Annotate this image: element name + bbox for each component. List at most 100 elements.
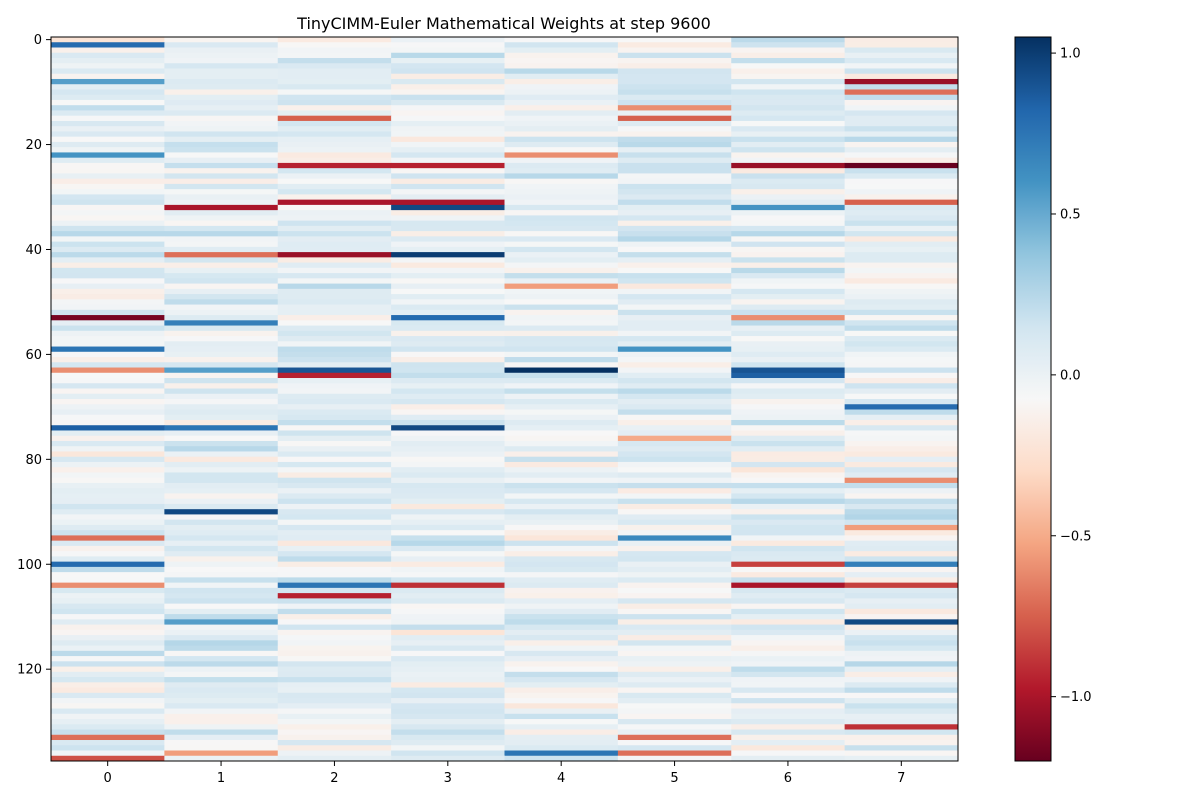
heatmap-cell: [391, 362, 505, 368]
heatmap-cell: [391, 47, 505, 54]
heatmap-cell: [504, 440, 619, 447]
heatmap-cell: [617, 719, 732, 725]
heatmap-cell: [277, 194, 392, 201]
heatmap-cell: [844, 57, 959, 64]
heatmap-cell: [617, 419, 732, 426]
heatmap-cell: [504, 168, 619, 174]
heatmap-cell: [164, 299, 279, 305]
heatmap-cell: [844, 136, 959, 143]
heatmap-cell: [844, 430, 959, 437]
heatmap-cell: [504, 435, 619, 442]
heatmap-cell: [844, 629, 959, 636]
heatmap-cell: [391, 477, 505, 484]
heatmap-cell: [277, 141, 392, 148]
heatmap-cell: [164, 629, 279, 636]
heatmap-cell: [164, 692, 279, 699]
heatmap-cell: [617, 162, 732, 169]
heatmap-cell: [617, 136, 732, 143]
heatmap-cell: [164, 131, 279, 138]
heatmap-cell: [51, 514, 165, 521]
heatmap-cell: [164, 551, 279, 557]
heatmap-cell: [51, 267, 165, 274]
heatmap-cell: [731, 540, 846, 547]
heatmap-cell: [504, 236, 619, 243]
heatmap-cell: [277, 136, 392, 143]
heatmap-cell: [504, 530, 619, 536]
heatmap-cell: [504, 267, 619, 274]
heatmap-cell: [164, 304, 279, 311]
heatmap-cell: [504, 346, 619, 353]
heatmap-cell: [391, 378, 505, 384]
heatmap-cell: [277, 451, 392, 458]
heatmap-cell: [391, 677, 505, 683]
heatmap-cell: [51, 220, 165, 227]
heatmap-cell: [617, 734, 732, 741]
heatmap-cell: [277, 482, 392, 489]
heatmap-cell: [844, 414, 959, 421]
heatmap-cell: [277, 745, 392, 751]
heatmap-cell: [277, 677, 392, 683]
heatmap-cell: [504, 414, 619, 421]
heatmap-cell: [51, 309, 165, 316]
heatmap-cell: [504, 467, 619, 473]
heatmap-cell: [391, 666, 505, 673]
heatmap-cell: [391, 440, 505, 447]
heatmap-cell: [164, 73, 279, 80]
heatmap-cell: [731, 183, 846, 190]
heatmap-cell: [504, 294, 619, 300]
heatmap-cell: [731, 488, 846, 494]
heatmap-cell: [504, 488, 619, 494]
heatmap-cell: [731, 545, 846, 552]
heatmap-cell: [504, 498, 619, 505]
heatmap-cell: [731, 225, 846, 232]
heatmap-cell: [391, 162, 505, 169]
heatmap-cell: [391, 299, 505, 305]
heatmap-cell: [504, 42, 619, 48]
heatmap-cell: [164, 210, 279, 216]
heatmap-cell: [731, 315, 846, 321]
heatmap-cell: [164, 147, 279, 153]
heatmap-cell: [617, 341, 732, 347]
heatmap-cell: [731, 409, 846, 416]
heatmap-cell: [51, 640, 165, 646]
heatmap-cell: [731, 157, 846, 164]
heatmap-cell: [731, 220, 846, 227]
heatmap-cell: [164, 346, 279, 353]
heatmap-cell: [844, 488, 959, 494]
heatmap-cell: [51, 330, 165, 337]
heatmap-cell: [617, 498, 732, 505]
heatmap-cell: [391, 535, 505, 542]
colorbar-tick-label: −1.0: [1060, 690, 1092, 705]
heatmap-cell: [51, 440, 165, 447]
heatmap-cell: [391, 178, 505, 185]
heatmap-cell: [277, 278, 392, 284]
heatmap-cell: [164, 283, 279, 290]
heatmap-cell: [277, 530, 392, 536]
heatmap-cell: [164, 535, 279, 542]
heatmap-cell: [617, 451, 732, 458]
y-tick-label: 20: [25, 138, 42, 153]
heatmap-cell: [277, 309, 392, 316]
heatmap-cell: [51, 755, 165, 762]
heatmap-cell: [164, 99, 279, 106]
heatmap-cell: [51, 556, 165, 563]
heatmap-cell: [277, 283, 392, 290]
heatmap-cell: [391, 593, 505, 599]
heatmap-cell: [844, 493, 959, 500]
heatmap-cell: [164, 215, 279, 222]
heatmap-cell: [164, 52, 279, 59]
heatmap-cell: [617, 346, 732, 353]
heatmap-cell: [51, 671, 165, 678]
heatmap-cell: [51, 535, 165, 542]
heatmap-cell: [51, 257, 165, 263]
heatmap-cell: [51, 372, 165, 379]
heatmap-cell: [617, 551, 732, 557]
heatmap-cell: [844, 671, 959, 678]
heatmap-cell: [277, 493, 392, 500]
heatmap-cell: [277, 168, 392, 174]
heatmap-cell: [277, 105, 392, 111]
heatmap-cell: [391, 650, 505, 657]
heatmap-cell: [51, 194, 165, 201]
heatmap-cell: [731, 671, 846, 678]
